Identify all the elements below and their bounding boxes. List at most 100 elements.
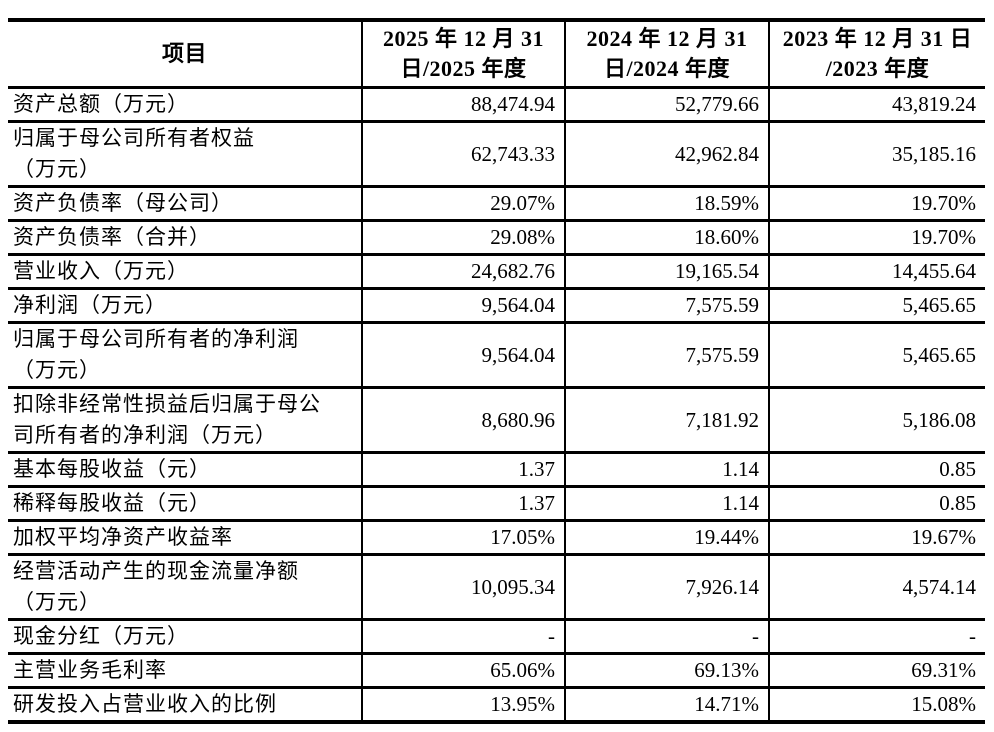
table-row-parent-net-profit: 归属于母公司所有者的净利润 （万元） 9,564.04 7,575.59 5,46… [8,321,985,388]
row-value: 65.06% [361,652,565,688]
row-label-line1: 现金分红（万元） [13,624,189,648]
header-period-2025: 2025 年 12 月 31 日/2025 年度 [361,20,565,88]
row-label: 资产负债率（母公司） [8,185,362,221]
row-label-line1: 扣除非经常性损益后归属于母公 [13,392,321,416]
row-value: 1.14 [564,451,769,487]
row-value: 88,474.94 [361,86,565,122]
header-period-2024: 2024 年 12 月 31 日/2024 年度 [564,20,769,88]
row-value: 24,682.76 [361,253,565,289]
row-value: 18.60% [564,219,769,255]
row-value: - [564,618,769,654]
row-label-line1: 主营业务毛利率 [13,658,167,682]
row-value: 5,465.65 [768,321,985,388]
row-value: - [361,618,565,654]
table-row-weighted-roe: 加权平均净资产收益率 17.05% 19.44% 19.67% [8,519,985,555]
row-label-line1: 加权平均净资产收益率 [13,525,233,549]
header-period-2024-line1: 2024 年 12 月 31 [586,26,748,51]
table-row-basic-eps: 基本每股收益（元） 1.37 1.14 0.85 [8,451,985,487]
row-value: 7,575.59 [564,287,769,323]
row-value: 18.59% [564,185,769,221]
row-value: 1.37 [361,485,565,521]
row-value: 69.13% [564,652,769,688]
row-label-line1: 净利润（万元） [13,293,167,317]
row-value: 9,564.04 [361,321,565,388]
row-label-line1: 营业收入（万元） [13,259,189,283]
row-label: 基本每股收益（元） [8,451,362,487]
row-label: 研发投入占营业收入的比例 [8,686,362,722]
table-row-diluted-eps: 稀释每股收益（元） 1.37 1.14 0.85 [8,485,985,521]
row-value: 15.08% [768,686,985,722]
header-item: 项目 [161,41,207,66]
row-value: 17.05% [361,519,565,555]
row-value: 69.31% [768,652,985,688]
table-row-revenue: 营业收入（万元） 24,682.76 19,165.54 14,455.64 [8,253,985,289]
row-value: 43,819.24 [768,86,985,122]
row-value: 0.85 [768,451,985,487]
row-value: 7,181.92 [564,386,769,453]
row-value: 5,186.08 [768,386,985,453]
row-label: 加权平均净资产收益率 [8,519,362,555]
row-value: 1.37 [361,451,565,487]
header-period-2025-line1: 2025 年 12 月 31 [382,26,544,51]
table-row-deducted-net-profit: 扣除非经常性损益后归属于母公 司所有者的净利润（万元） 8,680.96 7,18… [8,386,985,453]
row-label-line1: 研发投入占营业收入的比例 [13,692,277,716]
row-value: 29.07% [361,185,565,221]
header-period-2025-line2: 日/2025 年度 [400,56,527,81]
table-row-debt-ratio-parent: 资产负债率（母公司） 29.07% 18.59% 19.70% [8,185,985,221]
row-label: 主营业务毛利率 [8,652,362,688]
table-row-debt-ratio-consolidated: 资产负债率（合并） 29.08% 18.60% 19.70% [8,219,985,255]
row-label-line1: 资产负债率（合并） [13,225,211,249]
row-value: 19,165.54 [564,253,769,289]
row-label: 现金分红（万元） [8,618,362,654]
row-label: 归属于母公司所有者权益 （万元） [8,120,362,187]
row-label-line1: 基本每股收益（元） [13,457,211,481]
row-label-line2: 司所有者的净利润（万元） [13,423,277,447]
row-label: 稀释每股收益（元） [8,485,362,521]
row-label: 营业收入（万元） [8,253,362,289]
row-label-line2: （万元） [13,590,101,614]
row-value: 19.70% [768,185,985,221]
row-label-line1: 归属于母公司所有者权益 [13,126,255,150]
row-label: 资产总额（万元） [8,86,362,122]
table-row-main-gross-margin: 主营业务毛利率 65.06% 69.13% 69.31% [8,652,985,688]
row-value: 29.08% [361,219,565,255]
row-value: 5,465.65 [768,287,985,323]
row-value: 19.67% [768,519,985,555]
row-label-line1: 资产总额（万元） [13,92,189,116]
table-row-parent-equity: 归属于母公司所有者权益 （万元） 62,743.33 42,962.84 35,1… [8,120,985,187]
row-value: 7,926.14 [564,553,769,620]
header-period-2023: 2023 年 12 月 31 日 /2023 年度 [768,20,985,88]
row-value: 14.71% [564,686,769,722]
row-value: 13.95% [361,686,565,722]
row-label-line1: 资产负债率（母公司） [13,191,233,215]
table-row-total-assets: 资产总额（万元） 88,474.94 52,779.66 43,819.24 [8,86,985,122]
row-label-line2: （万元） [13,358,101,382]
row-value: 0.85 [768,485,985,521]
table-header-row: 项目 2025 年 12 月 31 日/2025 年度 2024 年 12 月 … [8,20,985,88]
row-value: 10,095.34 [361,553,565,620]
row-value: 7,575.59 [564,321,769,388]
row-value: 19.44% [564,519,769,555]
row-label: 扣除非经常性损益后归属于母公 司所有者的净利润（万元） [8,386,362,453]
row-value: 42,962.84 [564,120,769,187]
row-value: 8,680.96 [361,386,565,453]
row-value: 4,574.14 [768,553,985,620]
row-value: 14,455.64 [768,253,985,289]
row-value: 35,185.16 [768,120,985,187]
row-label-line1: 稀释每股收益（元） [13,491,211,515]
row-label: 净利润（万元） [8,287,362,323]
row-value: 52,779.66 [564,86,769,122]
table-row-net-profit: 净利润（万元） 9,564.04 7,575.59 5,465.65 [8,287,985,323]
table-row-cash-dividend: 现金分红（万元） - - - [8,618,985,654]
row-value: 9,564.04 [361,287,565,323]
header-period-2023-line1: 2023 年 12 月 31 日 [782,26,973,51]
header-period-2023-line2: /2023 年度 [825,56,930,81]
row-label-line1: 经营活动产生的现金流量净额 [13,559,299,583]
row-label-line2: （万元） [13,157,101,181]
table-row-rd-ratio: 研发投入占营业收入的比例 13.95% 14.71% 15.08% [8,686,985,722]
row-value: 62,743.33 [361,120,565,187]
row-value: 19.70% [768,219,985,255]
table-row-operating-cash-flow: 经营活动产生的现金流量净额 （万元） 10,095.34 7,926.14 4,5… [8,553,985,620]
row-value: - [768,618,985,654]
